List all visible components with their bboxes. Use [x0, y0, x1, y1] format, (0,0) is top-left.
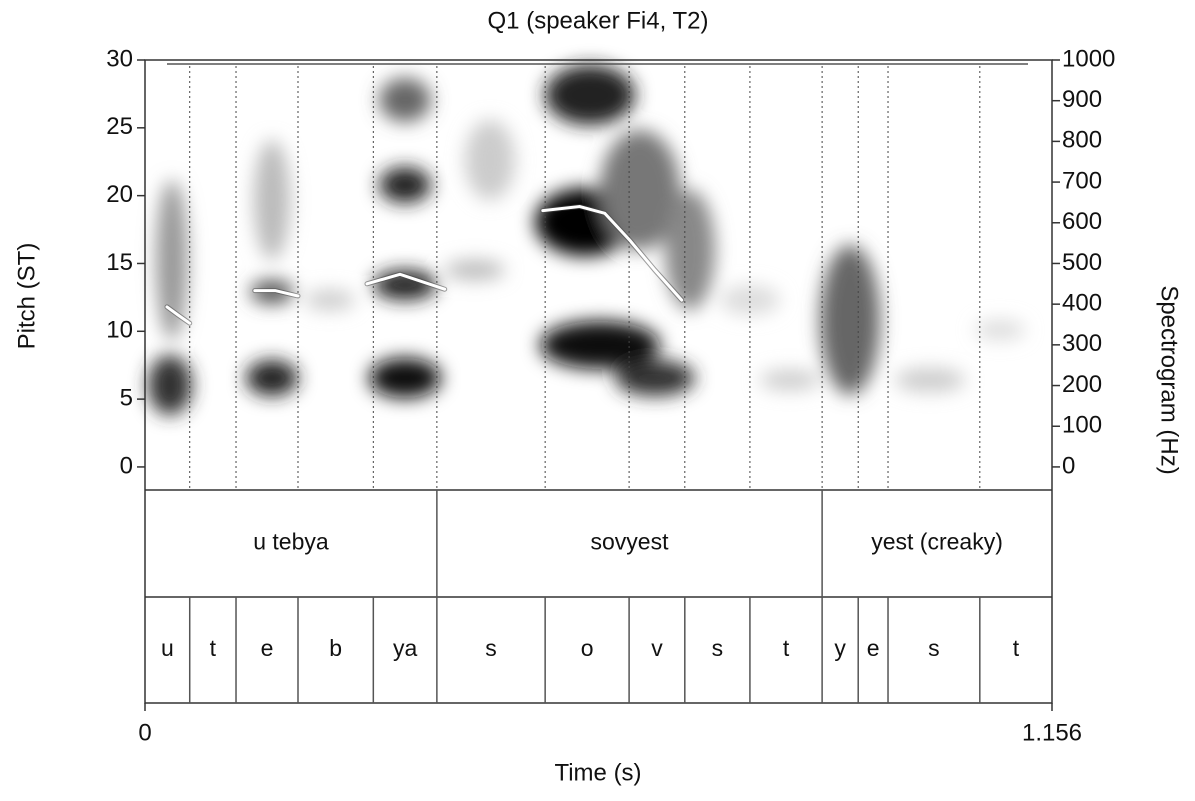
y2-tick-label: 800	[1062, 127, 1102, 154]
tier-label: e	[261, 635, 274, 661]
tier-label: yest (creaky)	[871, 529, 1003, 555]
y2-tick-label: 300	[1062, 330, 1102, 357]
tier-label: e	[867, 635, 880, 661]
y2-tick-label: 100	[1062, 412, 1102, 439]
tier-label: sovyest	[590, 529, 669, 555]
tier-label: t	[1013, 635, 1020, 661]
tier-label: y	[834, 635, 846, 661]
tier-label: s	[928, 635, 940, 661]
tier-label: ya	[393, 635, 418, 661]
tier-label: t	[210, 635, 217, 661]
y2-tick-label: 900	[1062, 86, 1102, 113]
y2-axis-title: Spectrogram (Hz)	[1156, 285, 1183, 474]
tier-label: b	[329, 635, 342, 661]
x-axis-title: Time (s)	[554, 759, 641, 786]
y-tick-label: 0	[120, 452, 133, 479]
tier-label: o	[581, 635, 594, 661]
x-tick-label: 0	[138, 719, 151, 746]
spectrogram	[148, 65, 1025, 415]
tier-label: t	[783, 635, 790, 661]
chart-title: Q1 (speaker Fi4, T2)	[488, 7, 709, 34]
y2-tick-label: 600	[1062, 208, 1102, 235]
y2-tick-label: 500	[1062, 249, 1102, 276]
y-tick-label: 15	[106, 249, 133, 276]
y2-tick-label: 700	[1062, 167, 1102, 194]
tier-label: v	[651, 635, 663, 661]
y-tick-label: 20	[106, 181, 133, 208]
x-tick-label: 1.156	[1022, 719, 1082, 746]
tier-label: s	[485, 635, 497, 661]
y-tick-label: 5	[120, 384, 133, 411]
y2-tick-label: 1000	[1062, 45, 1115, 72]
y-tick-label: 30	[106, 45, 133, 72]
y2-tick-label: 200	[1062, 371, 1102, 398]
y-axis-title: Pitch (ST)	[13, 243, 40, 350]
tier-label: u	[161, 635, 174, 661]
frame	[144, 59, 1053, 704]
y-tick-label: 10	[106, 317, 133, 344]
y-tick-label: 25	[106, 113, 133, 140]
pitch-line	[165, 204, 684, 325]
tier-label: s	[712, 635, 724, 661]
tier-label: u tebya	[253, 529, 329, 555]
y2-tick-label: 0	[1062, 452, 1075, 479]
y2-tick-label: 400	[1062, 290, 1102, 317]
